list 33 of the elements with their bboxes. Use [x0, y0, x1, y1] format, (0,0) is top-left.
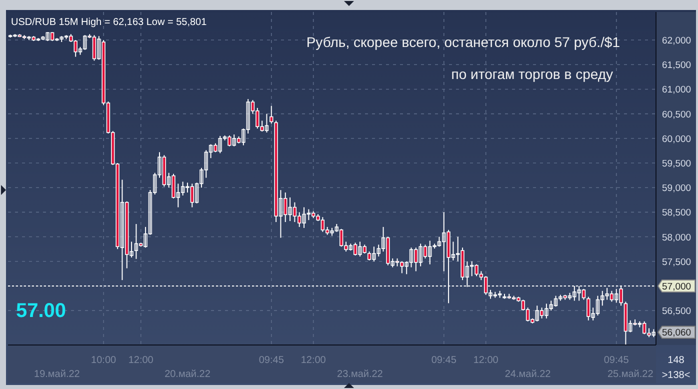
y-tick-label: 59,500 [662, 158, 692, 170]
x-tick-label: 23.май.22 [337, 369, 384, 380]
y-tick-label: 59,000 [662, 183, 692, 194]
candlestick [270, 105, 274, 124]
y-tick-label: 60,000 [662, 134, 692, 145]
x-tick-label: 12:00 [300, 355, 326, 366]
y-tick-label: 60,500 [662, 109, 692, 120]
candlestick [134, 224, 138, 260]
y-tick-label: 61,000 [662, 84, 692, 96]
x-tick-label: 10:00 [91, 355, 117, 366]
text: 148 [668, 355, 685, 366]
x-tick-label: 09:45 [258, 355, 284, 366]
y-tick-label: 56,500 [662, 306, 692, 318]
y-tick-label: 58,500 [662, 208, 692, 219]
annotation: USD/RUB 15M High = 62,163 Low = 55,801 [11, 17, 208, 28]
y-tick-label: 57,000 [662, 281, 692, 292]
x-tick-label: 19.май.22 [34, 369, 80, 380]
x-tick-label: 12:00 [128, 355, 154, 366]
x-tick-label: 09:45 [604, 355, 630, 366]
annotation: 57.00 [16, 300, 66, 322]
x-tick-label: 24.май.22 [504, 369, 552, 380]
text: Рубль, скорее всего, останется около 57 руб./$1 [306, 34, 620, 50]
text: по итогам торгов в среду [451, 66, 613, 82]
annotation: 56,060 [662, 328, 692, 339]
y-tick-label: 62,000 [662, 36, 692, 47]
y-tick-label: 58,000 [662, 232, 692, 244]
y-tick-label: 57,500 [662, 256, 692, 268]
x-tick-label: 12:00 [473, 355, 499, 366]
x-tick-label: 20.май.22 [164, 369, 211, 380]
x-tick-label: 25.май.22 [607, 369, 654, 380]
text: >138< [662, 370, 690, 381]
x-tick-label: 09:45 [431, 355, 457, 366]
y-tick-label: 61,500 [662, 60, 692, 72]
